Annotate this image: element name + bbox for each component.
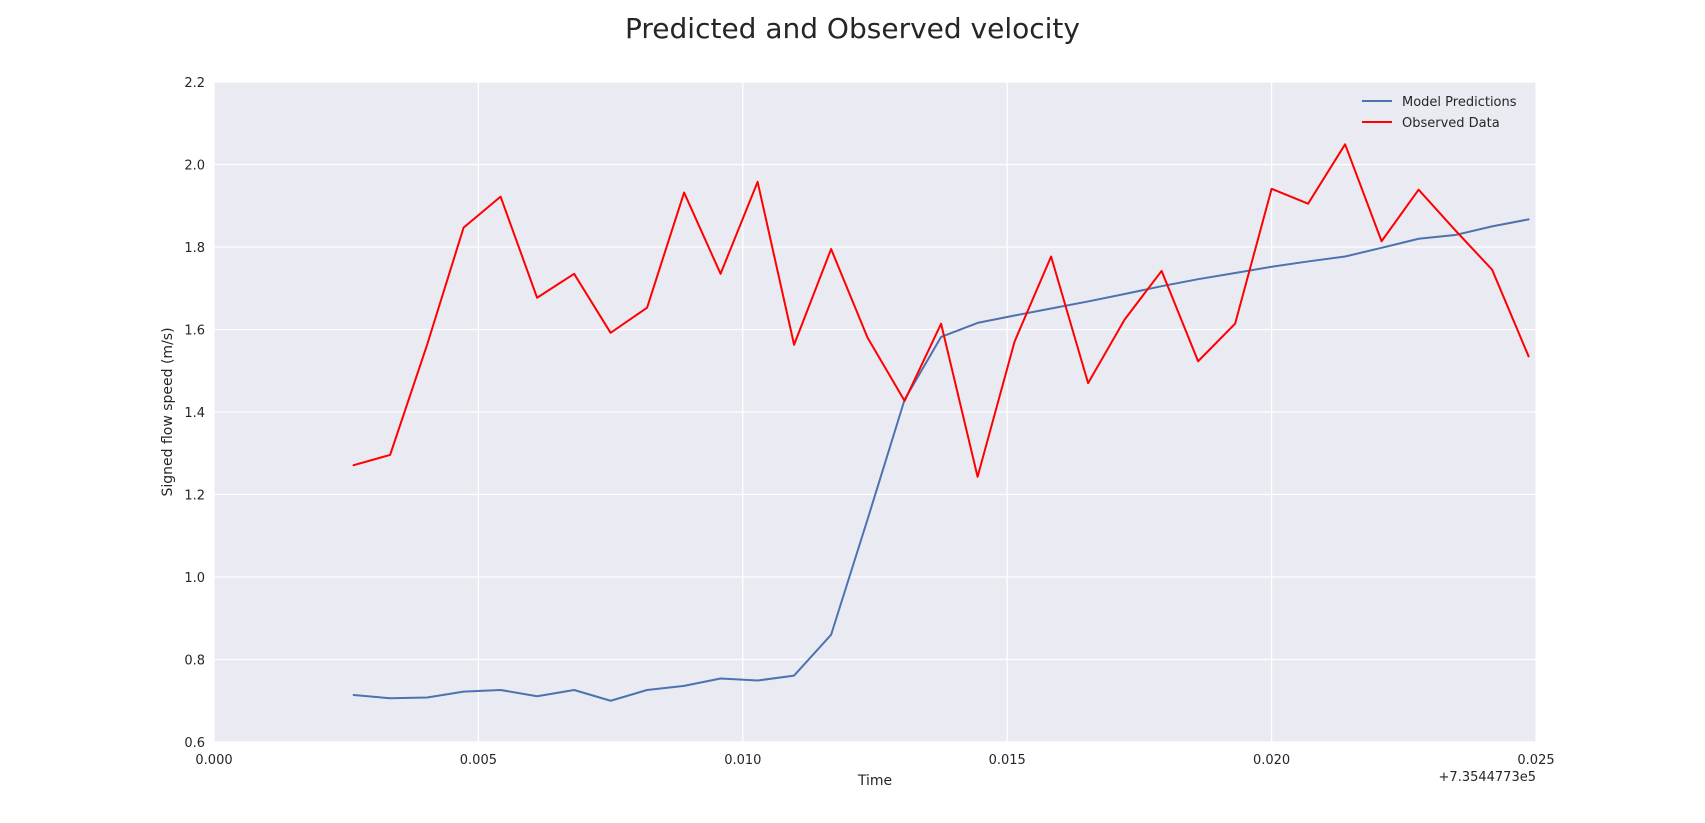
x-tick-label: 0.025 [1517, 753, 1554, 768]
x-tick-label: 0.015 [989, 753, 1026, 768]
y-tick-label: 1.0 [184, 571, 205, 586]
y-tick-label: 1.6 [184, 324, 205, 339]
series-lines [352, 143, 1530, 702]
legend-label-model-predictions: Model Predictions [1402, 95, 1517, 110]
x-tick-label: 0.005 [460, 753, 497, 768]
legend: Model Predictions Observed Data [1362, 95, 1517, 131]
y-tick-label: 2.2 [184, 76, 205, 91]
y-tick-label: 0.6 [184, 736, 205, 751]
series-line-observed-data [352, 143, 1530, 478]
x-tick-label: 0.000 [195, 753, 232, 768]
x-offset-label: +7.3544773e5 [1439, 770, 1536, 785]
y-tick-label: 1.2 [184, 489, 205, 504]
chart-title: Predicted and Observed velocity [625, 12, 1080, 45]
x-tick-labels: 0.000 0.005 0.010 0.015 0.020 0.025 [195, 753, 1554, 768]
legend-label-observed-data: Observed Data [1402, 116, 1500, 131]
x-axis-label: Time [857, 773, 892, 789]
y-tick-label: 1.4 [184, 406, 205, 421]
y-axis-label: Signed flow speed (m/s) [160, 327, 176, 496]
series-line-model-predictions [352, 218, 1530, 702]
x-tick-label: 0.020 [1253, 753, 1290, 768]
y-tick-label: 1.8 [184, 241, 205, 256]
y-tick-label: 0.8 [184, 654, 205, 669]
y-tick-labels: 0.6 0.8 1.0 1.2 1.4 1.6 1.8 2.0 2.2 [184, 76, 205, 751]
x-tick-label: 0.010 [724, 753, 761, 768]
y-tick-label: 2.0 [184, 159, 205, 174]
